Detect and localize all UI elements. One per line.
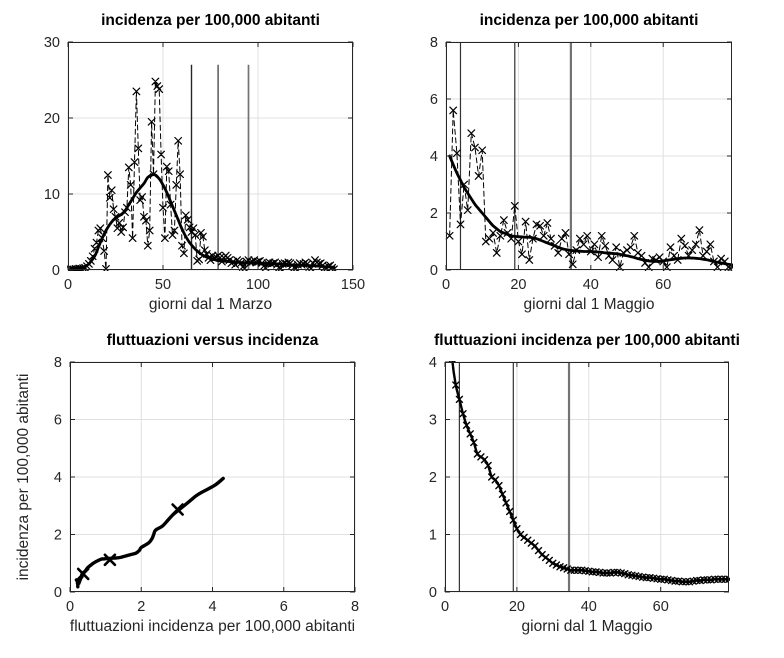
x-axis-label: giorni dal 1 Maggio — [523, 296, 655, 313]
x-tick-label: 40 — [581, 599, 597, 615]
axes-box — [445, 41, 732, 271]
fluctuations-vs-incidence-plot: 0 2 4 6 8 0 2 4 6 8 — [54, 355, 359, 615]
x-tick-label: 60 — [655, 277, 671, 293]
series-group — [448, 361, 730, 586]
axes-box — [69, 361, 356, 593]
incidence-may-plot: 0 20 40 60 0 2 4 6 8 — [430, 35, 733, 293]
x-tick-labels: 0 2 4 6 8 — [66, 599, 359, 615]
x-tick-label: 0 — [64, 277, 72, 293]
series-markers-daily-incidence — [67, 77, 338, 271]
x-tick-label: 2 — [137, 599, 145, 615]
axes-box — [67, 41, 354, 271]
y-tick-label: 0 — [54, 585, 62, 601]
y-tick-label: 4 — [429, 355, 437, 371]
x-tick-label: 40 — [583, 277, 599, 293]
x-tick-labels: 0 50 100 150 — [64, 277, 365, 293]
x-tick-label: 0 — [442, 277, 450, 293]
y-tick-label: 2 — [430, 206, 438, 222]
x-tick-label: 8 — [351, 599, 359, 615]
gridlines — [444, 361, 729, 593]
y-tick-label: 8 — [430, 35, 438, 51]
y-tick-labels: 0 2 4 6 8 — [430, 35, 438, 279]
fluctuations-may-plot: 0 20 40 60 0 1 2 3 4 — [429, 355, 730, 615]
x-axis-label: fluttuazioni incidenza per 100,000 abita… — [69, 618, 356, 635]
x-tick-label: 0 — [66, 599, 74, 615]
incidence-march-plot: 0 50 100 150 0 10 20 30 — [44, 35, 365, 293]
y-tick-label: 2 — [429, 470, 437, 486]
x-tick-label: 60 — [653, 599, 669, 615]
y-tick-label: 20 — [44, 111, 60, 127]
plot-title: fluttuazioni incidenza per 100,000 abita… — [434, 332, 740, 349]
x-tick-labels: 0 20 40 60 — [441, 599, 669, 615]
gridlines — [67, 41, 354, 271]
x-tick-label: 20 — [510, 277, 526, 293]
x-tick-label: 6 — [280, 599, 288, 615]
series-group — [445, 106, 733, 271]
y-tick-label: 0 — [430, 263, 438, 279]
subplot-incidence-march: incidenza per 100,000 abitanti 0 50 100 150… — [44, 12, 365, 313]
series-markers-reopening-date-markers — [76, 503, 184, 581]
y-tick-labels: 0 1 2 3 4 — [429, 355, 437, 601]
y-tick-label: 6 — [54, 413, 62, 429]
x-tick-label: 4 — [208, 599, 216, 615]
series-line-phase-trajectory — [74, 476, 225, 589]
x-tick-label: 150 — [341, 277, 365, 293]
y-tick-label: 0 — [52, 263, 60, 279]
series-group — [67, 77, 338, 271]
y-axis-label: incidenza per 100,000 abitanti — [15, 373, 32, 581]
x-tick-label: 0 — [441, 599, 449, 615]
y-tick-label: 3 — [429, 413, 437, 429]
event-date-lines — [190, 64, 250, 270]
y-tick-label: 4 — [54, 470, 62, 486]
subplot-fluctuations-may: fluttuazioni incidenza per 100,000 abita… — [429, 332, 740, 635]
series-line-daily-incidence — [69, 81, 335, 271]
series-group — [74, 476, 225, 589]
series-line-smoothed-incidence — [68, 173, 336, 271]
x-tick-labels: 0 20 40 60 — [442, 277, 671, 293]
plot-title: incidenza per 100,000 abitanti — [101, 12, 320, 29]
y-tick-label: 6 — [430, 92, 438, 108]
gridlines — [445, 41, 732, 271]
y-tick-label: 4 — [430, 149, 438, 165]
y-tick-label: 1 — [429, 528, 437, 544]
x-axis-label: giorni dal 1 Maggio — [521, 618, 653, 635]
y-tick-label: 10 — [44, 187, 60, 203]
x-tick-label: 100 — [246, 277, 270, 293]
x-axis-label: giorni dal 1 Marzo — [148, 296, 273, 313]
y-tick-label: 30 — [44, 35, 60, 51]
y-tick-label: 8 — [54, 355, 62, 371]
y-tick-label: 2 — [54, 528, 62, 544]
y-tick-labels: 0 10 20 30 — [44, 35, 60, 279]
plot-title: incidenza per 100,000 abitanti — [479, 12, 699, 29]
series-markers-incidence-fluctuations — [448, 361, 730, 586]
x-tick-label: 50 — [155, 277, 171, 293]
plot-title: fluttuazioni versus incidenza — [106, 332, 319, 349]
subplot-incidence-may: incidenza per 100,000 abitanti 0 20 40 60 0 2… — [430, 12, 733, 313]
y-tick-labels: 0 2 4 6 8 — [54, 355, 62, 601]
series-line-smoothed-incidence — [448, 154, 733, 267]
axes-box — [444, 361, 729, 593]
y-tick-label: 0 — [429, 585, 437, 601]
subplot-fluctuations-vs-incidence: fluttuazioni versus incidenza 0 2 4 6 8 0 2 4 6 8… — [15, 332, 359, 635]
x-tick-label: 20 — [509, 599, 525, 615]
